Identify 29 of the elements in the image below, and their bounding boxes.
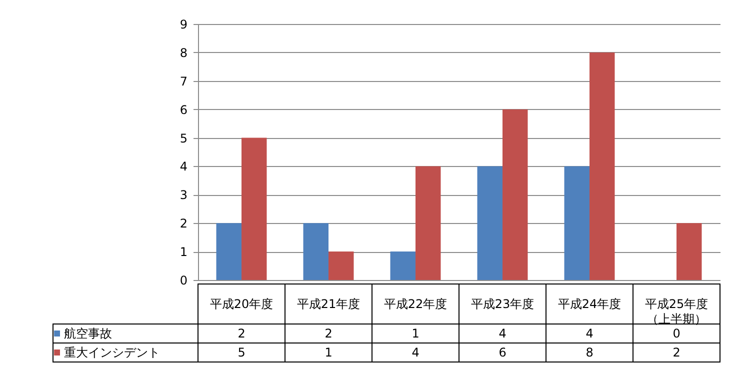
data-label: 1	[324, 346, 332, 360]
y-tick-label: 4	[180, 160, 188, 174]
y-tick-label: 3	[180, 188, 188, 202]
y-tick-label: 1	[180, 245, 188, 260]
x-tick-label: 平成22年度	[384, 297, 448, 311]
data-label: 8	[586, 346, 594, 360]
data-label: 4	[412, 346, 420, 360]
x-tick-label: 平成21年度	[296, 297, 360, 311]
x-tick-label: 平成23年度	[470, 297, 534, 311]
data-label: 4	[498, 326, 506, 340]
y-tick-label: 2	[180, 216, 188, 231]
y-tick-label: 8	[180, 46, 188, 60]
legend-label: 重大インシデント	[64, 346, 160, 360]
data-label: 6	[498, 346, 506, 360]
legend-label: 航空事故	[64, 326, 112, 340]
y-tick-label: 7	[180, 74, 188, 88]
y-tick-label: 0	[180, 274, 188, 288]
y-tick-label: 6	[180, 102, 188, 117]
data-label: 2	[672, 346, 680, 360]
data-label: 0	[672, 326, 680, 340]
data-label: 2	[238, 326, 246, 340]
data-label: 5	[238, 346, 246, 360]
x-tick-label: 平成24年度	[558, 297, 622, 311]
data-label: 4	[586, 326, 594, 340]
data-label: 2	[324, 326, 332, 340]
y-tick-label: 5	[180, 131, 188, 146]
data-label: 1	[412, 326, 420, 340]
x-tick-label: 平成20年度	[210, 297, 274, 311]
y-tick-label: 9	[180, 18, 188, 32]
